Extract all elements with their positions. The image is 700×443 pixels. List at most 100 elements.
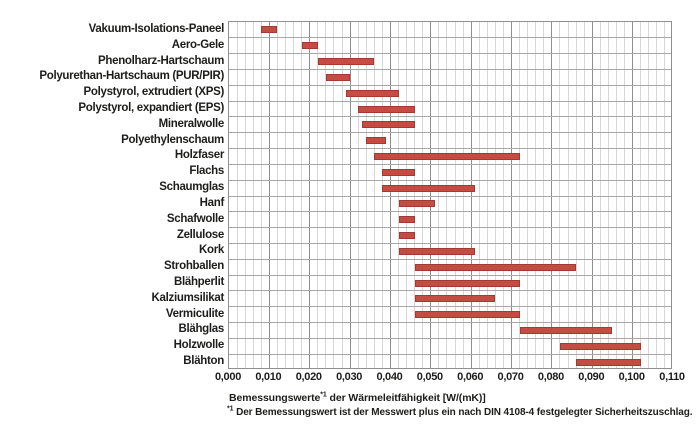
x-tick-label: 0,070 xyxy=(497,371,524,383)
gridline-minor xyxy=(583,22,585,368)
gridline-minor xyxy=(656,22,658,368)
x-tick-label: 0,060 xyxy=(457,371,484,383)
row-separator-line xyxy=(229,163,671,165)
gridline-major xyxy=(430,22,432,368)
category-label: Blähperlit xyxy=(173,276,224,288)
row-separator-line xyxy=(229,68,671,70)
range-bar xyxy=(398,200,435,208)
range-bar xyxy=(358,105,415,113)
gridline-major xyxy=(551,22,553,368)
gridline-minor xyxy=(462,22,464,368)
range-bar xyxy=(414,295,496,303)
gridline-minor xyxy=(317,22,319,368)
range-bar xyxy=(374,152,520,160)
gridline-major xyxy=(511,22,513,368)
row-separator-line xyxy=(229,53,671,55)
gridline-minor xyxy=(624,22,626,368)
row-separator-line xyxy=(229,148,671,150)
gridline-minor xyxy=(527,22,529,368)
gridline-major xyxy=(389,22,391,368)
range-bar xyxy=(519,326,613,334)
row-separator-line xyxy=(229,290,671,292)
category-label: Kork xyxy=(198,244,224,257)
gridline-minor xyxy=(607,22,609,368)
range-bar xyxy=(362,121,415,129)
category-label: Zellulose xyxy=(176,228,224,241)
gridline-minor xyxy=(559,22,561,368)
range-bar xyxy=(366,137,387,145)
gridline-minor xyxy=(664,22,666,368)
x-tick-label: 0,110 xyxy=(659,371,685,383)
row-separator-line xyxy=(229,211,671,213)
footnote-text: Der Bemessungswert ist der Messwert plus… xyxy=(233,407,693,418)
category-label: Vermiculite xyxy=(165,307,224,320)
x-axis-title-main: Bemessungswerte xyxy=(229,392,321,404)
gridline-minor xyxy=(640,22,642,368)
x-tick-label: 0,020 xyxy=(295,371,322,383)
category-label: Aero-Gele xyxy=(171,38,225,51)
category-label: Holzfaser xyxy=(174,149,224,162)
x-tick-label: 0,090 xyxy=(578,371,605,383)
row-separator-line xyxy=(229,242,671,244)
row-separator-line xyxy=(229,132,671,134)
gridline-minor xyxy=(422,22,424,368)
category-label: Strohballen xyxy=(164,260,224,273)
gridline-minor xyxy=(575,22,577,368)
gridline-minor xyxy=(648,22,650,368)
x-tick-label: 0,100 xyxy=(618,371,645,383)
gridline-minor xyxy=(341,22,343,368)
category-label: Polystyrol, expandiert (EPS) xyxy=(78,102,224,114)
gridline-major xyxy=(632,22,634,368)
range-bar xyxy=(382,184,476,192)
plot-area xyxy=(228,21,672,369)
category-label: Mineralwolle xyxy=(158,117,225,130)
range-bar xyxy=(576,358,641,366)
range-bar xyxy=(398,232,415,240)
gridline-minor xyxy=(381,22,383,368)
row-separator-line xyxy=(229,337,671,339)
gridline-minor xyxy=(543,22,545,368)
gridline-minor xyxy=(519,22,521,368)
row-separator-line xyxy=(229,227,671,229)
gridline-minor xyxy=(236,22,238,368)
category-label: Phenolharz-Hartschaum xyxy=(98,54,224,67)
gridline-minor xyxy=(567,22,569,368)
category-label: Blähglas xyxy=(178,323,224,336)
gridline-minor xyxy=(325,22,327,368)
gridline-minor xyxy=(615,22,617,368)
gridline-minor xyxy=(260,22,262,368)
gridline-major xyxy=(349,22,351,368)
x-tick-label: 0,030 xyxy=(336,371,363,383)
range-bar xyxy=(301,42,318,50)
gridline-minor xyxy=(454,22,456,368)
category-label: Kalziumsilikat xyxy=(151,291,225,304)
gridline-minor xyxy=(502,22,504,368)
footnote-marker: *1 xyxy=(227,405,234,413)
gridline-minor xyxy=(438,22,440,368)
gridline-minor xyxy=(285,22,286,368)
gridline-minor xyxy=(535,22,537,368)
row-separator-line xyxy=(229,179,671,181)
gridline-minor xyxy=(365,22,367,368)
gridline-minor xyxy=(333,22,335,368)
row-separator-line xyxy=(229,353,671,355)
row-separator-line xyxy=(229,322,671,324)
range-bar xyxy=(559,342,641,350)
category-label: Holzwolle xyxy=(173,339,225,352)
row-separator-line xyxy=(229,195,671,197)
x-tick-label: 0,000 xyxy=(214,371,242,383)
gridline-major xyxy=(470,22,472,368)
gridline-minor xyxy=(478,22,480,368)
category-label: Hanf xyxy=(199,196,225,209)
x-tick-label: 0,040 xyxy=(376,371,403,383)
gridline-minor xyxy=(486,22,488,368)
range-bar xyxy=(398,247,476,255)
range-bar xyxy=(346,89,399,97)
gridline-minor xyxy=(494,22,496,368)
gridline-minor xyxy=(373,22,375,368)
x-axis-title-footnote-marker: *1 xyxy=(320,391,327,399)
category-label: Schaumglas xyxy=(159,181,224,194)
row-separator-line xyxy=(229,306,671,308)
x-tick-label: 0,010 xyxy=(255,371,282,383)
